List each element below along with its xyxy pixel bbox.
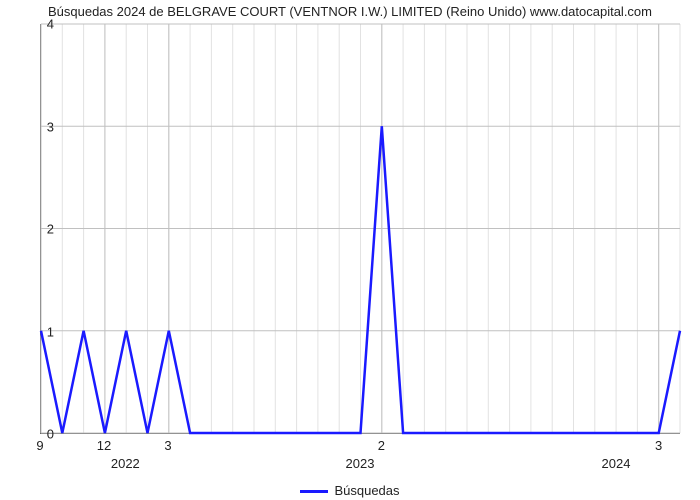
legend: Búsquedas: [0, 483, 700, 498]
xtick-year-label: 2024: [602, 456, 631, 471]
plot-area: [40, 24, 680, 434]
xtick-label: 2: [378, 438, 385, 453]
xtick-label: 9: [36, 438, 43, 453]
legend-label: Búsquedas: [334, 483, 399, 498]
ytick-label: 1: [47, 324, 54, 339]
ytick-label: 2: [47, 222, 54, 237]
xtick-label: 12: [97, 438, 111, 453]
xtick-label: 3: [164, 438, 171, 453]
chart-svg: [41, 24, 680, 433]
chart-title: Búsquedas 2024 de BELGRAVE COURT (VENTNO…: [0, 4, 700, 19]
xtick-year-label: 2023: [346, 456, 375, 471]
xtick-year-label: 2022: [111, 456, 140, 471]
xtick-label: 3: [655, 438, 662, 453]
ytick-label: 0: [47, 427, 54, 442]
ytick-label: 4: [47, 17, 54, 32]
legend-swatch: [300, 490, 328, 493]
ytick-label: 3: [47, 119, 54, 134]
